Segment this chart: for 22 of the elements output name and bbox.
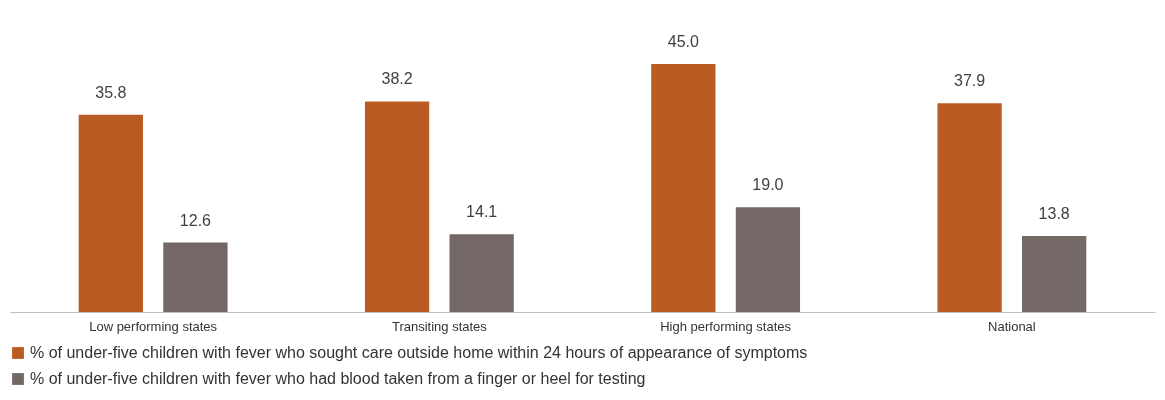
data-label: 12.6	[179, 211, 212, 229]
bar	[651, 64, 716, 312]
data-label: 35.8	[95, 83, 127, 101]
data-label: 38.2	[381, 70, 413, 88]
legend-label: % of under-five children with fever who sought care outside home within 24 hours of appearance of symptoms	[30, 344, 808, 361]
data-label: 45.0	[667, 33, 700, 50]
data-label: 19.0	[752, 176, 784, 194]
bar	[735, 207, 801, 312]
x-tick-label: Low performing states	[89, 318, 218, 334]
data-label: 37.9	[954, 72, 986, 90]
data-label: 14.1	[466, 203, 498, 221]
bar	[449, 234, 514, 312]
x-tick-label: High performing states	[660, 318, 792, 334]
bar	[1022, 235, 1087, 312]
data-label: 13.8	[1038, 204, 1070, 222]
legend-label: % of under-five children with fever who had blood taken from a finger or heel for testing	[30, 370, 646, 387]
bar	[364, 101, 430, 312]
x-tick-label: Transiting states	[391, 318, 488, 334]
bar	[78, 114, 143, 312]
bar	[937, 103, 1002, 312]
x-tick-label: National	[988, 318, 1036, 334]
bar	[163, 242, 228, 312]
